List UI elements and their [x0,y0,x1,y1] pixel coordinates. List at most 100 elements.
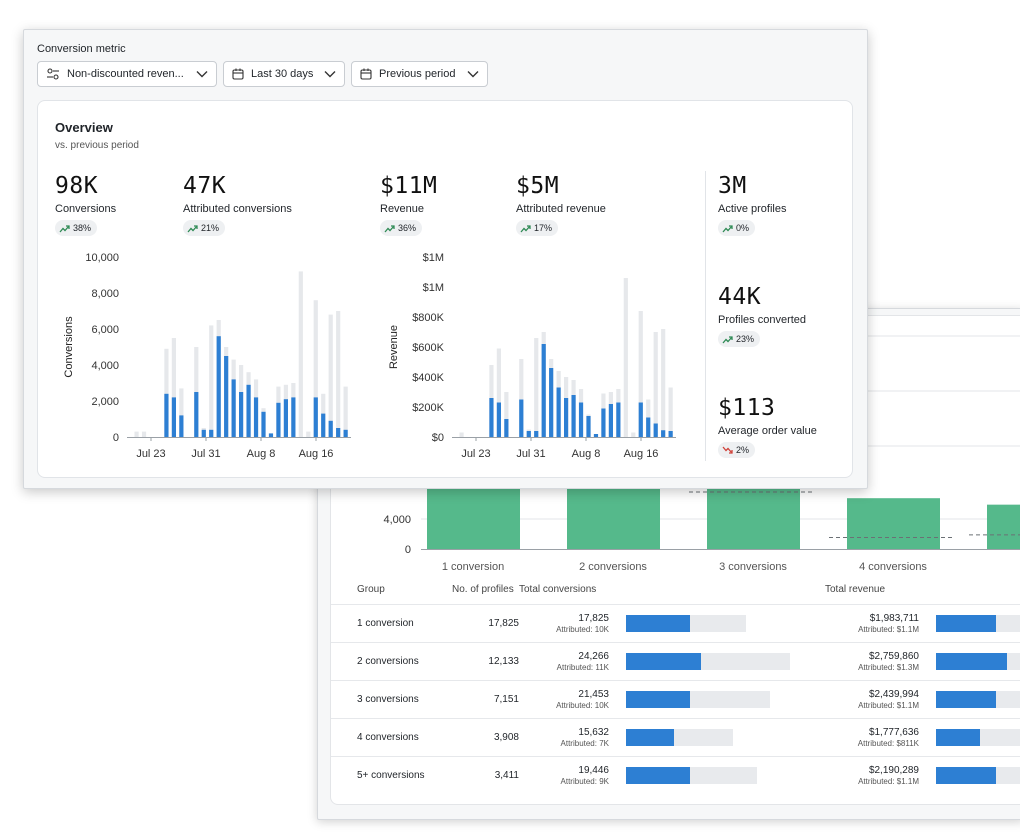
bar-attributed [201,429,206,437]
kpi-value: 98K [55,173,99,199]
conversions-bar-fill [626,691,690,708]
group-name: 4 conversions [357,718,452,757]
header-total-revenue: Total revenue [825,583,886,595]
change-value: 36% [398,223,417,233]
revenue-cell: $2,759,860 Attributed: $1.3M [825,642,919,681]
change-value: 2% [736,445,750,455]
bar-attributed [661,430,666,437]
profile-count: 7,151 [452,680,519,719]
bar-attributed [179,415,184,437]
attributed-revenue: Attributed: $1.3M [858,662,919,672]
change-badge: 17% [516,220,559,236]
trend-up-icon [722,224,733,232]
profile-count: 3,908 [452,718,519,757]
bar-attributed [261,411,266,437]
attributed-revenue: Attributed: $811K [857,738,919,748]
kpi-revenue: $11M Revenue 36% [380,173,437,238]
bar-attributed [291,397,296,437]
conversions-bar-cell [626,680,790,719]
conversions-bar-cell [626,756,790,794]
conversions-bar-cell [626,718,790,757]
attributed-conversions: Attributed: 10K [556,624,609,634]
date-range-dropdown[interactable]: Last 30 days [223,61,345,87]
y-tick-label: $0 [432,432,444,444]
y-tick-label: $400K [412,372,444,384]
revenue-cell: $1,777,636 Attributed: $811K [825,718,919,757]
revenue-bar-track [936,767,1020,784]
bar-total [343,386,348,437]
bar-attributed [504,419,509,437]
conversions-bar-track [626,615,746,632]
kpi-divider [705,171,706,461]
change-badge: 21% [183,220,226,236]
revenue-bar-cell [936,680,1020,719]
total-revenue: $2,759,860 [868,650,919,662]
kpi-profiles-converted: 44K Profiles converted 23% [718,284,806,349]
revenue-bar-fill [936,691,996,708]
bar-attributed [283,399,288,437]
bar-attributed [194,392,199,437]
table-row: 4 conversions 3,908 15,632 Attributed: 7K $1… [331,718,1020,757]
bar-attributed [268,433,274,437]
revenue-bar-fill [936,767,996,784]
bar-attributed [638,402,643,437]
bar-attributed [549,368,554,437]
conversions-bar-track [626,691,771,708]
revenue-cell: $2,190,289 Attributed: $1.1M [825,756,919,794]
change-badge: 23% [718,331,761,347]
bar-attributed [616,402,621,437]
attributed-revenue: Attributed: $1.1M [858,776,919,786]
y-tick-label: $800K [412,312,444,324]
bar-attributed [646,417,651,437]
bar-attributed [239,392,244,437]
bar-attributed [336,428,341,437]
x-tick-label: Jul 31 [191,448,220,460]
comparison-dropdown[interactable]: Previous period [351,61,488,87]
kpi-value: 44K [718,284,762,310]
bar-total [668,387,673,437]
bar-attributed [328,420,333,437]
chevron-down-icon [324,71,336,78]
overview-subtitle: vs. previous period [55,140,139,151]
overview-card: Overview vs. previous period 98K Convers… [37,100,853,478]
bar-attributed [586,416,591,437]
total-revenue: $2,190,289 [868,764,919,776]
revenue-bar-track [936,615,1020,632]
bar-total [496,348,501,437]
x-tick-label: 1 conversion [442,561,504,573]
bar-attributed [343,429,348,437]
conversions-cell: 19,446 Attributed: 9K [519,756,609,794]
bar-attributed [593,434,599,437]
overview-title: Overview [55,120,113,135]
y-axis-label: Conversions [63,316,75,378]
x-tick-label: 4 conversions [859,561,927,573]
x-tick-label: Jul 23 [461,448,490,460]
bar-total [134,431,139,437]
bar-attributed [496,402,501,437]
table-row: 2 conversions 12,133 24,266 Attributed: 11K… [331,642,1020,681]
total-revenue: $2,439,994 [868,688,919,700]
change-value: 0% [736,223,750,233]
conversion-metric-dropdown[interactable]: Non-discounted reven... [37,61,217,87]
attributed-conversions: Attributed: 9K [560,776,609,786]
profile-count: 12,133 [452,642,519,681]
change-value: 38% [73,223,92,233]
bar-attributed [313,397,318,437]
x-tick-label: Jul 23 [136,448,165,460]
bar-attributed [231,379,236,437]
bar-attributed [653,423,658,437]
chevron-down-icon [196,71,208,78]
kpi-active-profiles: 3M Active profiles 0% [718,173,786,238]
total-conversions: 24,266 [578,650,609,662]
group-name: 5+ conversions [357,756,452,794]
bar-attributed [608,404,613,437]
comparison-value: Previous period [379,68,456,80]
revenue-bar-cell [936,756,1020,794]
chevron-down-icon [467,71,479,78]
bar-total [534,338,539,437]
total-conversions: 19,446 [578,764,609,776]
total-revenue: $1,983,711 [869,612,919,624]
kpi-attributed-conversions: 47K Attributed conversions 21% [183,173,292,238]
profile-count: 3,411 [452,756,519,794]
bar-attributed [216,336,221,437]
